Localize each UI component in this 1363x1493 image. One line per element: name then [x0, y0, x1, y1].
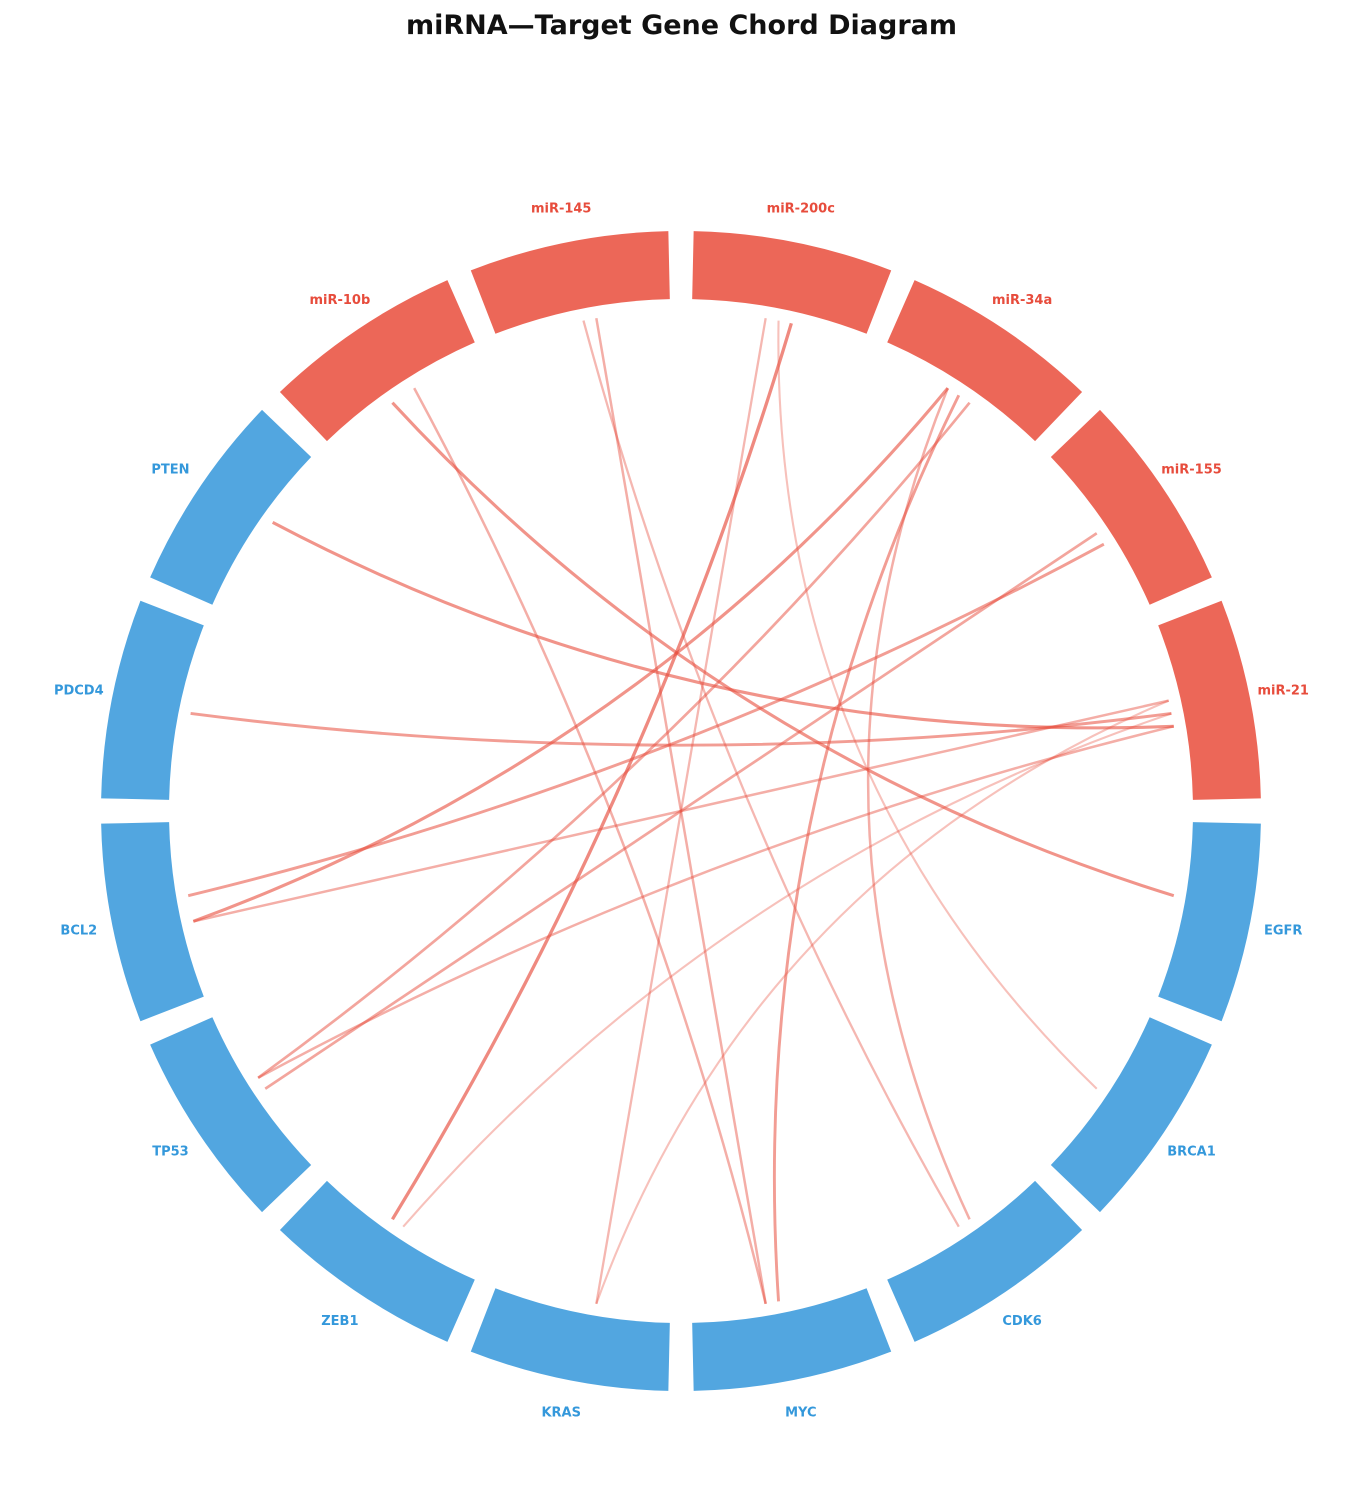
- label-mir-10b: miR-10b: [309, 293, 370, 308]
- arc-kras: [470, 1288, 670, 1391]
- label-mir-145: miR-145: [531, 201, 592, 216]
- arc-zeb1: [279, 1180, 475, 1342]
- arc-mir-200c: [692, 231, 892, 334]
- arc-bcl2: [101, 822, 204, 1022]
- chords: [187, 318, 1175, 1305]
- chord-mir-21-pdcd4: [190, 712, 1172, 747]
- chord-mir-145-myc: [595, 318, 767, 1304]
- arc-pdcd4: [101, 600, 204, 800]
- arc-mir-145: [470, 231, 670, 334]
- label-myc: MYC: [785, 1406, 816, 1421]
- arc-egfr: [1158, 822, 1261, 1022]
- chord-mir-34a-bcl2: [192, 387, 949, 923]
- label-kras: KRAS: [541, 1406, 581, 1421]
- chord-mir-21-kras: [595, 699, 1170, 1305]
- label-cdk6: CDK6: [1002, 1314, 1041, 1329]
- chord-mir-34a-cdk6: [866, 387, 971, 1220]
- arc-pten: [150, 409, 312, 605]
- label-zeb1: ZEB1: [321, 1314, 358, 1329]
- chord-mir-200c-zeb1: [391, 322, 793, 1221]
- chord-mir-34a-tp53: [257, 401, 971, 1079]
- chord-mir-21-tp53: [257, 725, 1175, 1079]
- chord-mir-200c-brca1: [777, 320, 1098, 1090]
- chord-mir-155-bcl2: [187, 542, 1105, 898]
- arc-mir-34a: [887, 280, 1083, 442]
- chord-mir-200c-kras: [595, 318, 767, 1304]
- chord-mir-21-zeb1: [402, 712, 1172, 1228]
- label-egfr: EGFR: [1264, 923, 1302, 938]
- label-pten: PTEN: [151, 462, 189, 477]
- chord-mir-10b-myc: [413, 387, 767, 1305]
- arc-mir-10b: [279, 280, 475, 442]
- label-pdcd4: PDCD4: [54, 684, 104, 699]
- label-mir-155: miR-155: [1161, 462, 1222, 477]
- chart-title: miRNA—Target Gene Chord Diagram: [405, 10, 957, 41]
- chord-mir-10b-egfr: [391, 401, 1175, 898]
- label-mir-200c: miR-200c: [767, 201, 835, 216]
- arc-mir-21: [1158, 600, 1261, 800]
- chord-mir-21-pten: [271, 521, 1174, 730]
- label-brca1: BRCA1: [1167, 1145, 1216, 1160]
- chord-mir-34a-myc: [772, 394, 961, 1302]
- label-bcl2: BCL2: [60, 923, 97, 938]
- arc-brca1: [1050, 1017, 1212, 1213]
- arc-mir-155: [1050, 409, 1212, 605]
- arc-myc: [692, 1288, 892, 1391]
- label-tp53: TP53: [152, 1145, 189, 1160]
- chord-mir-145-cdk6: [582, 320, 960, 1228]
- node-arcs: [101, 231, 1261, 1391]
- label-mir-21: miR-21: [1257, 684, 1309, 699]
- arc-tp53: [150, 1017, 312, 1213]
- arc-cdk6: [887, 1180, 1083, 1342]
- chord-mir-155-tp53: [264, 532, 1098, 1090]
- label-mir-34a: miR-34a: [992, 293, 1052, 308]
- node-labels: miR-21 miR-155 miR-34a miR-200c miR-145 miR-1…: [54, 201, 1309, 1420]
